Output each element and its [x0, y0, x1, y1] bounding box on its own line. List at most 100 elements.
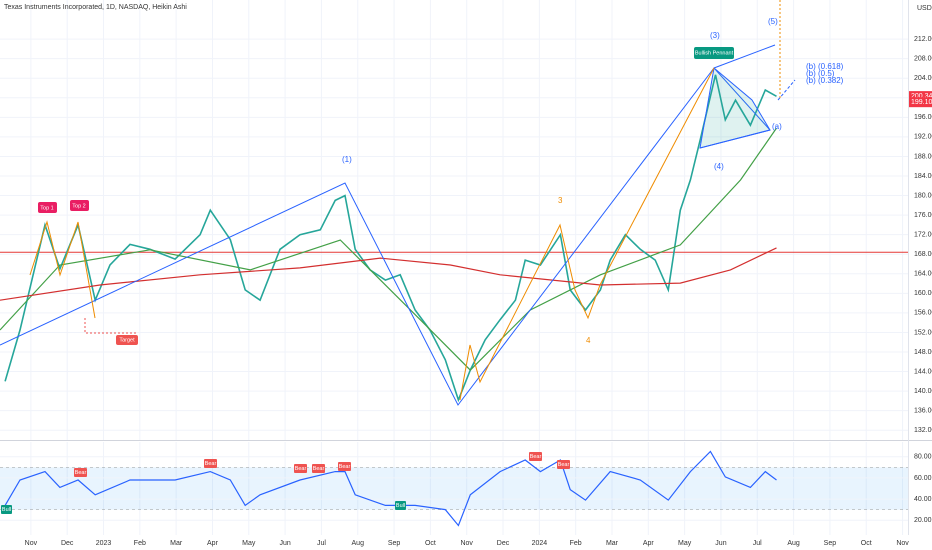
y-tick-label: 208.00	[914, 56, 932, 63]
pattern-line	[29, 220, 96, 319]
badge-label: Bear	[295, 466, 307, 472]
currency: USD	[917, 5, 932, 12]
series-line	[0, 127, 777, 371]
x-tick-label: Feb	[134, 540, 146, 547]
y-tick-label: 212.00	[914, 36, 932, 43]
wave-label: (a)	[772, 122, 782, 131]
price-tag-label: 199.10	[911, 99, 932, 106]
badge-label: Bear	[339, 464, 351, 470]
badge	[70, 200, 89, 211]
wave-label: (1)	[342, 155, 352, 164]
badge-label: Bear	[205, 461, 217, 467]
rsi-band	[0, 467, 908, 510]
x-tick-label: May	[678, 540, 692, 547]
x-tick-label: Aug	[787, 540, 800, 547]
y-tick-label: 40.00	[914, 496, 932, 503]
projection	[777, 79, 796, 101]
x-tick-label: Jun	[715, 540, 726, 547]
badge-label: Bear	[558, 462, 570, 468]
series-line	[4, 74, 777, 403]
y-tick-label: 140.00	[914, 388, 932, 395]
x-tick-label: Apr	[207, 540, 219, 547]
series-line	[0, 247, 777, 301]
badge	[116, 335, 138, 345]
x-tick-label: Jul	[753, 540, 762, 547]
badge-label: Bullish Pennant	[695, 50, 734, 56]
fib-label: (b) (0.618)	[806, 62, 844, 71]
y-tick-label: 188.00	[914, 153, 932, 160]
y-tick-label: 172.00	[914, 232, 932, 239]
price-tag	[909, 91, 932, 102]
price-tag	[909, 97, 932, 108]
y-tick-label: 176.00	[914, 212, 932, 219]
x-tick-label: Sep	[824, 540, 837, 547]
rsi-badges: Bull Bear Bear Bear Bear Bear Bull Bear …	[1, 452, 570, 514]
badge	[312, 464, 325, 473]
badge-label: Top 1	[40, 205, 53, 211]
drawings	[0, 0, 796, 406]
y-tick-label: 204.00	[914, 75, 932, 82]
badge	[557, 460, 570, 469]
x-tick-label: Oct	[425, 540, 436, 547]
x-tick-label: May	[242, 540, 256, 547]
badge	[38, 202, 57, 213]
wave-line	[713, 44, 776, 69]
y-tick-label: 168.00	[914, 251, 932, 258]
badge	[338, 462, 351, 471]
y-tick-label: 164.00	[914, 271, 932, 278]
badge	[529, 452, 542, 461]
wave-label: (4)	[714, 162, 724, 171]
badge-label: Bear	[530, 454, 542, 460]
wave-label: 4	[586, 336, 591, 345]
x-tick-label: Aug	[352, 540, 365, 547]
fib-label: (b) (0.382)	[806, 76, 844, 85]
badge	[74, 468, 87, 477]
badge-label: Bear	[75, 470, 87, 476]
y-tick-label: 184.00	[914, 173, 932, 180]
y-tick-label: 20.00	[914, 517, 932, 524]
y-tick-label: 136.00	[914, 408, 932, 415]
x-tick-label: Sep	[388, 540, 401, 547]
pennant	[699, 67, 771, 149]
badge	[395, 501, 406, 510]
y-tick-label: 196.00	[914, 114, 932, 121]
wave-label: 3	[558, 196, 563, 205]
x-tick-label: Jun	[279, 540, 290, 547]
y-tick-label: 160.00	[914, 290, 932, 297]
y-tick-label: 132.00	[914, 427, 932, 434]
y-tick-label: 148.00	[914, 349, 932, 356]
y-tick-label: 192.00	[914, 134, 932, 141]
x-tick-label: Mar	[170, 540, 183, 547]
x-tick-label: 2023	[96, 540, 112, 547]
x-tick-label: Oct	[861, 540, 872, 547]
x-tick-label: Nov	[896, 540, 909, 547]
badge	[204, 459, 217, 468]
x-tick-label: Nov	[25, 540, 38, 547]
wave-line	[0, 67, 771, 406]
chart-title: Texas Instruments Incorporated, 1D, NASD…	[4, 4, 187, 11]
series-line	[4, 450, 777, 527]
badge-label: Target	[119, 337, 135, 343]
pattern-line	[459, 67, 715, 401]
x-tick-label: Apr	[643, 540, 655, 547]
target-line	[84, 318, 138, 334]
x-tick-label: Feb	[570, 540, 582, 547]
y-tick-label: 60.00	[914, 475, 932, 482]
x-tick-label: Dec	[61, 540, 74, 547]
fib-label: (b) (0.5)	[806, 69, 835, 78]
wave-label: (3)	[710, 31, 720, 40]
y-tick-label: 80.00	[914, 454, 932, 461]
wave-label: (5)	[768, 17, 778, 26]
x-tick-label: Nov	[460, 540, 473, 547]
badge	[694, 47, 734, 59]
badge	[1, 505, 12, 514]
y-tick-label: 156.00	[914, 310, 932, 317]
badge-label: Bull	[396, 503, 405, 509]
x-tick-label: Jul	[317, 540, 326, 547]
y-tick-label: 180.00	[914, 192, 932, 199]
badge-label: Bear	[313, 466, 325, 472]
badge	[294, 464, 307, 473]
